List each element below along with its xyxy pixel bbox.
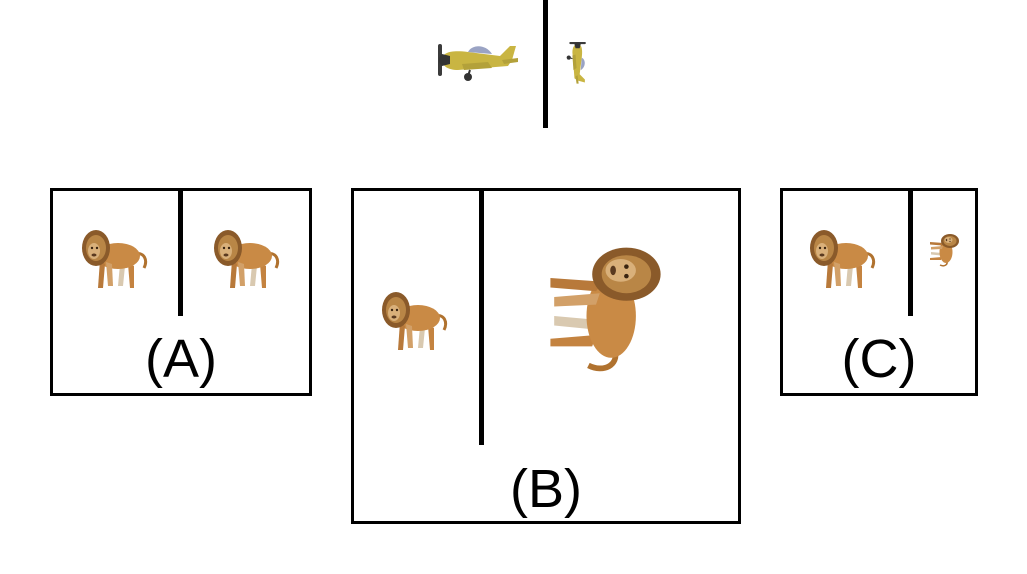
lion-icon (380, 290, 448, 352)
example-group (430, 0, 610, 130)
panel-c (780, 188, 978, 396)
panel-c-divider (908, 188, 913, 316)
example-divider (543, 0, 548, 128)
panel-a-divider (178, 188, 183, 316)
lion-icon (80, 228, 148, 290)
panel-c-label: (C) (841, 329, 917, 389)
lion-icon (808, 228, 876, 290)
panel-a-label: (A) (145, 329, 217, 389)
lion-rotated-large-icon (532, 240, 682, 380)
panel-b-label: (B) (510, 459, 582, 519)
airplane-rotated-icon (566, 41, 587, 85)
airplane-icon (437, 43, 519, 82)
panel-b-divider (479, 188, 484, 445)
lion-rotated-small-icon (929, 233, 960, 267)
panel-b (351, 188, 741, 524)
lion-icon (212, 228, 280, 290)
